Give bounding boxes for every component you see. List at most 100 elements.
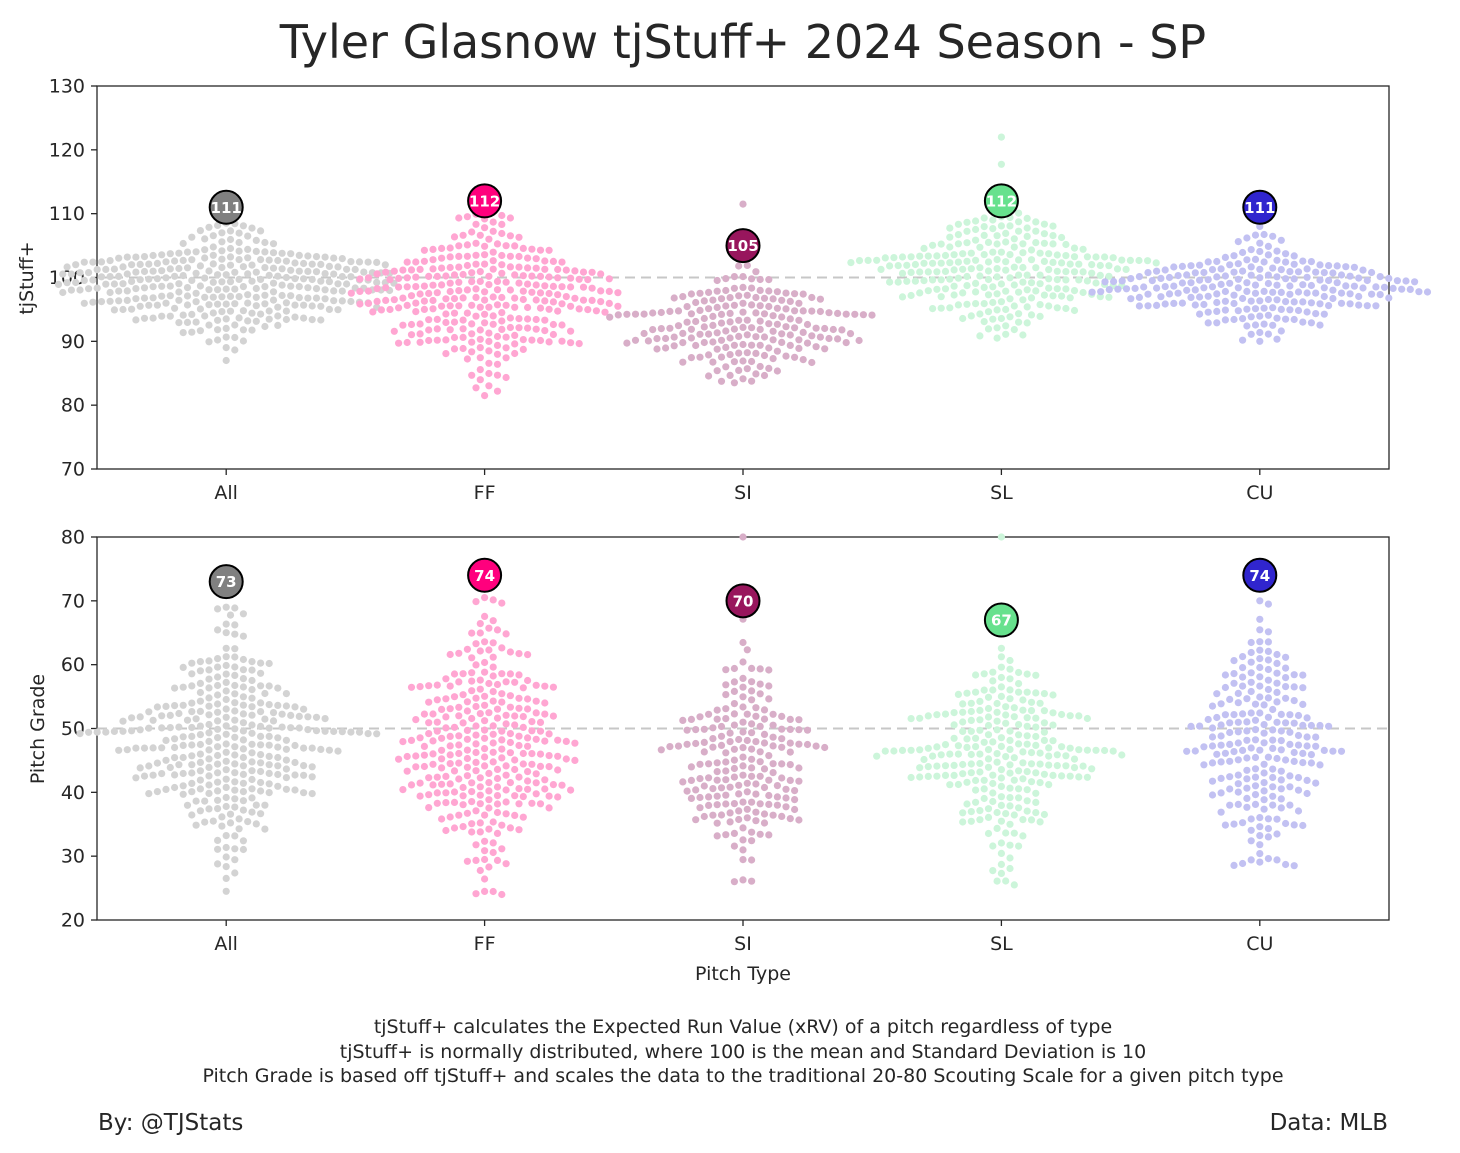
swarm-point — [791, 787, 799, 795]
swarm-point — [205, 711, 213, 719]
x-tick-label: All — [214, 482, 238, 504]
swarm-point — [1217, 265, 1225, 273]
swarm-point — [304, 267, 312, 275]
x-tick-label: CU — [1246, 482, 1273, 504]
swarm-point — [1256, 709, 1264, 717]
swarm-point — [1208, 724, 1217, 732]
swarm-point — [1027, 816, 1036, 824]
swarm-point — [1299, 684, 1307, 692]
swarm-point — [730, 800, 739, 808]
swarm-point — [545, 289, 553, 298]
swarm-point — [705, 330, 713, 338]
swarm-point — [808, 358, 816, 367]
swarm-point — [972, 300, 980, 308]
swarm-point — [605, 287, 613, 295]
swarm-point — [1256, 312, 1264, 320]
swarm-point — [222, 722, 230, 730]
swarm-point — [481, 392, 489, 400]
swarm-point — [446, 751, 454, 759]
swarm-point — [722, 758, 730, 766]
swarm-point — [1015, 731, 1023, 739]
swarm-point — [226, 611, 235, 619]
swarm-point — [735, 262, 743, 270]
swarm-point — [748, 856, 756, 864]
swarm-point — [773, 793, 782, 801]
swarm-point — [222, 653, 230, 661]
swarm-point — [493, 626, 502, 634]
swarm-point — [489, 265, 497, 273]
swarm-point — [1187, 262, 1195, 270]
swarm-point — [450, 233, 459, 241]
swarm-point — [1019, 240, 1027, 248]
swarm-point — [239, 770, 247, 779]
swarm-point — [924, 287, 932, 295]
swarm-point — [493, 332, 502, 341]
swarm-point — [231, 778, 239, 786]
swarm-point — [1312, 289, 1320, 297]
swarm-point — [1023, 722, 1031, 730]
swarm-point — [519, 295, 527, 304]
swarm-point — [442, 310, 450, 318]
swarm-point — [1217, 758, 1225, 766]
swarm-point — [1070, 764, 1079, 772]
swarm-point — [976, 243, 984, 251]
swarm-point — [338, 255, 346, 263]
swarm-point — [498, 293, 506, 302]
swarm-point — [735, 332, 743, 340]
swarm-point — [235, 293, 243, 301]
swarm-point — [274, 753, 282, 762]
swarm-point — [1023, 670, 1031, 678]
swarm-point — [963, 272, 971, 281]
swarm-point — [976, 697, 984, 706]
swarm-point — [472, 740, 480, 748]
swarm-point — [493, 774, 502, 783]
swarm-point — [261, 801, 269, 809]
swarm-point — [425, 719, 433, 727]
swarm-point — [433, 325, 441, 333]
swarm-point — [235, 825, 243, 833]
swarm-point — [205, 301, 213, 309]
swarm-point — [472, 661, 480, 669]
swarm-point — [816, 307, 825, 316]
swarm-point — [248, 686, 256, 694]
swarm-point — [1380, 283, 1389, 291]
swarm-point — [972, 288, 980, 296]
swarm-point — [1032, 714, 1040, 722]
swarm-point — [222, 748, 230, 756]
swarm-point — [898, 293, 907, 301]
swarm-point — [1170, 263, 1178, 271]
swarm-point — [1290, 315, 1298, 324]
swarm-point — [601, 308, 609, 316]
swarm-point — [1256, 597, 1264, 605]
swarm-point — [709, 735, 717, 743]
swarm-point — [481, 594, 489, 602]
swarm-point — [149, 771, 157, 779]
swarm-point — [506, 232, 514, 240]
swarm-point — [907, 268, 915, 276]
swarm-point — [364, 274, 373, 282]
swarm-point — [881, 747, 889, 755]
swarm-point — [459, 231, 467, 239]
swarm-point — [554, 265, 562, 274]
swarm-point — [274, 770, 282, 779]
swarm-point — [692, 298, 700, 307]
swarm-point — [312, 727, 321, 735]
panel-pitch-grade: Pitch Grade Pitch Type 20304050607080All… — [27, 527, 1390, 985]
swarm-point — [1023, 224, 1031, 232]
swarm-point — [972, 743, 980, 751]
swarm-point — [545, 305, 553, 313]
swarm-point — [1282, 694, 1290, 702]
swarm-point — [347, 728, 355, 736]
swarm-point — [1234, 275, 1242, 283]
swarm-point — [80, 258, 88, 266]
swarm-point — [722, 800, 730, 808]
swarm-point — [984, 763, 993, 771]
swarm-point — [304, 726, 312, 734]
swarm-point — [993, 324, 1001, 332]
swarm-point — [446, 279, 454, 287]
swarm-point — [1019, 249, 1027, 257]
swarm-point — [1243, 727, 1251, 735]
swarm-point — [989, 225, 997, 233]
swarm-point — [1006, 736, 1014, 745]
swarm-point — [511, 721, 519, 729]
